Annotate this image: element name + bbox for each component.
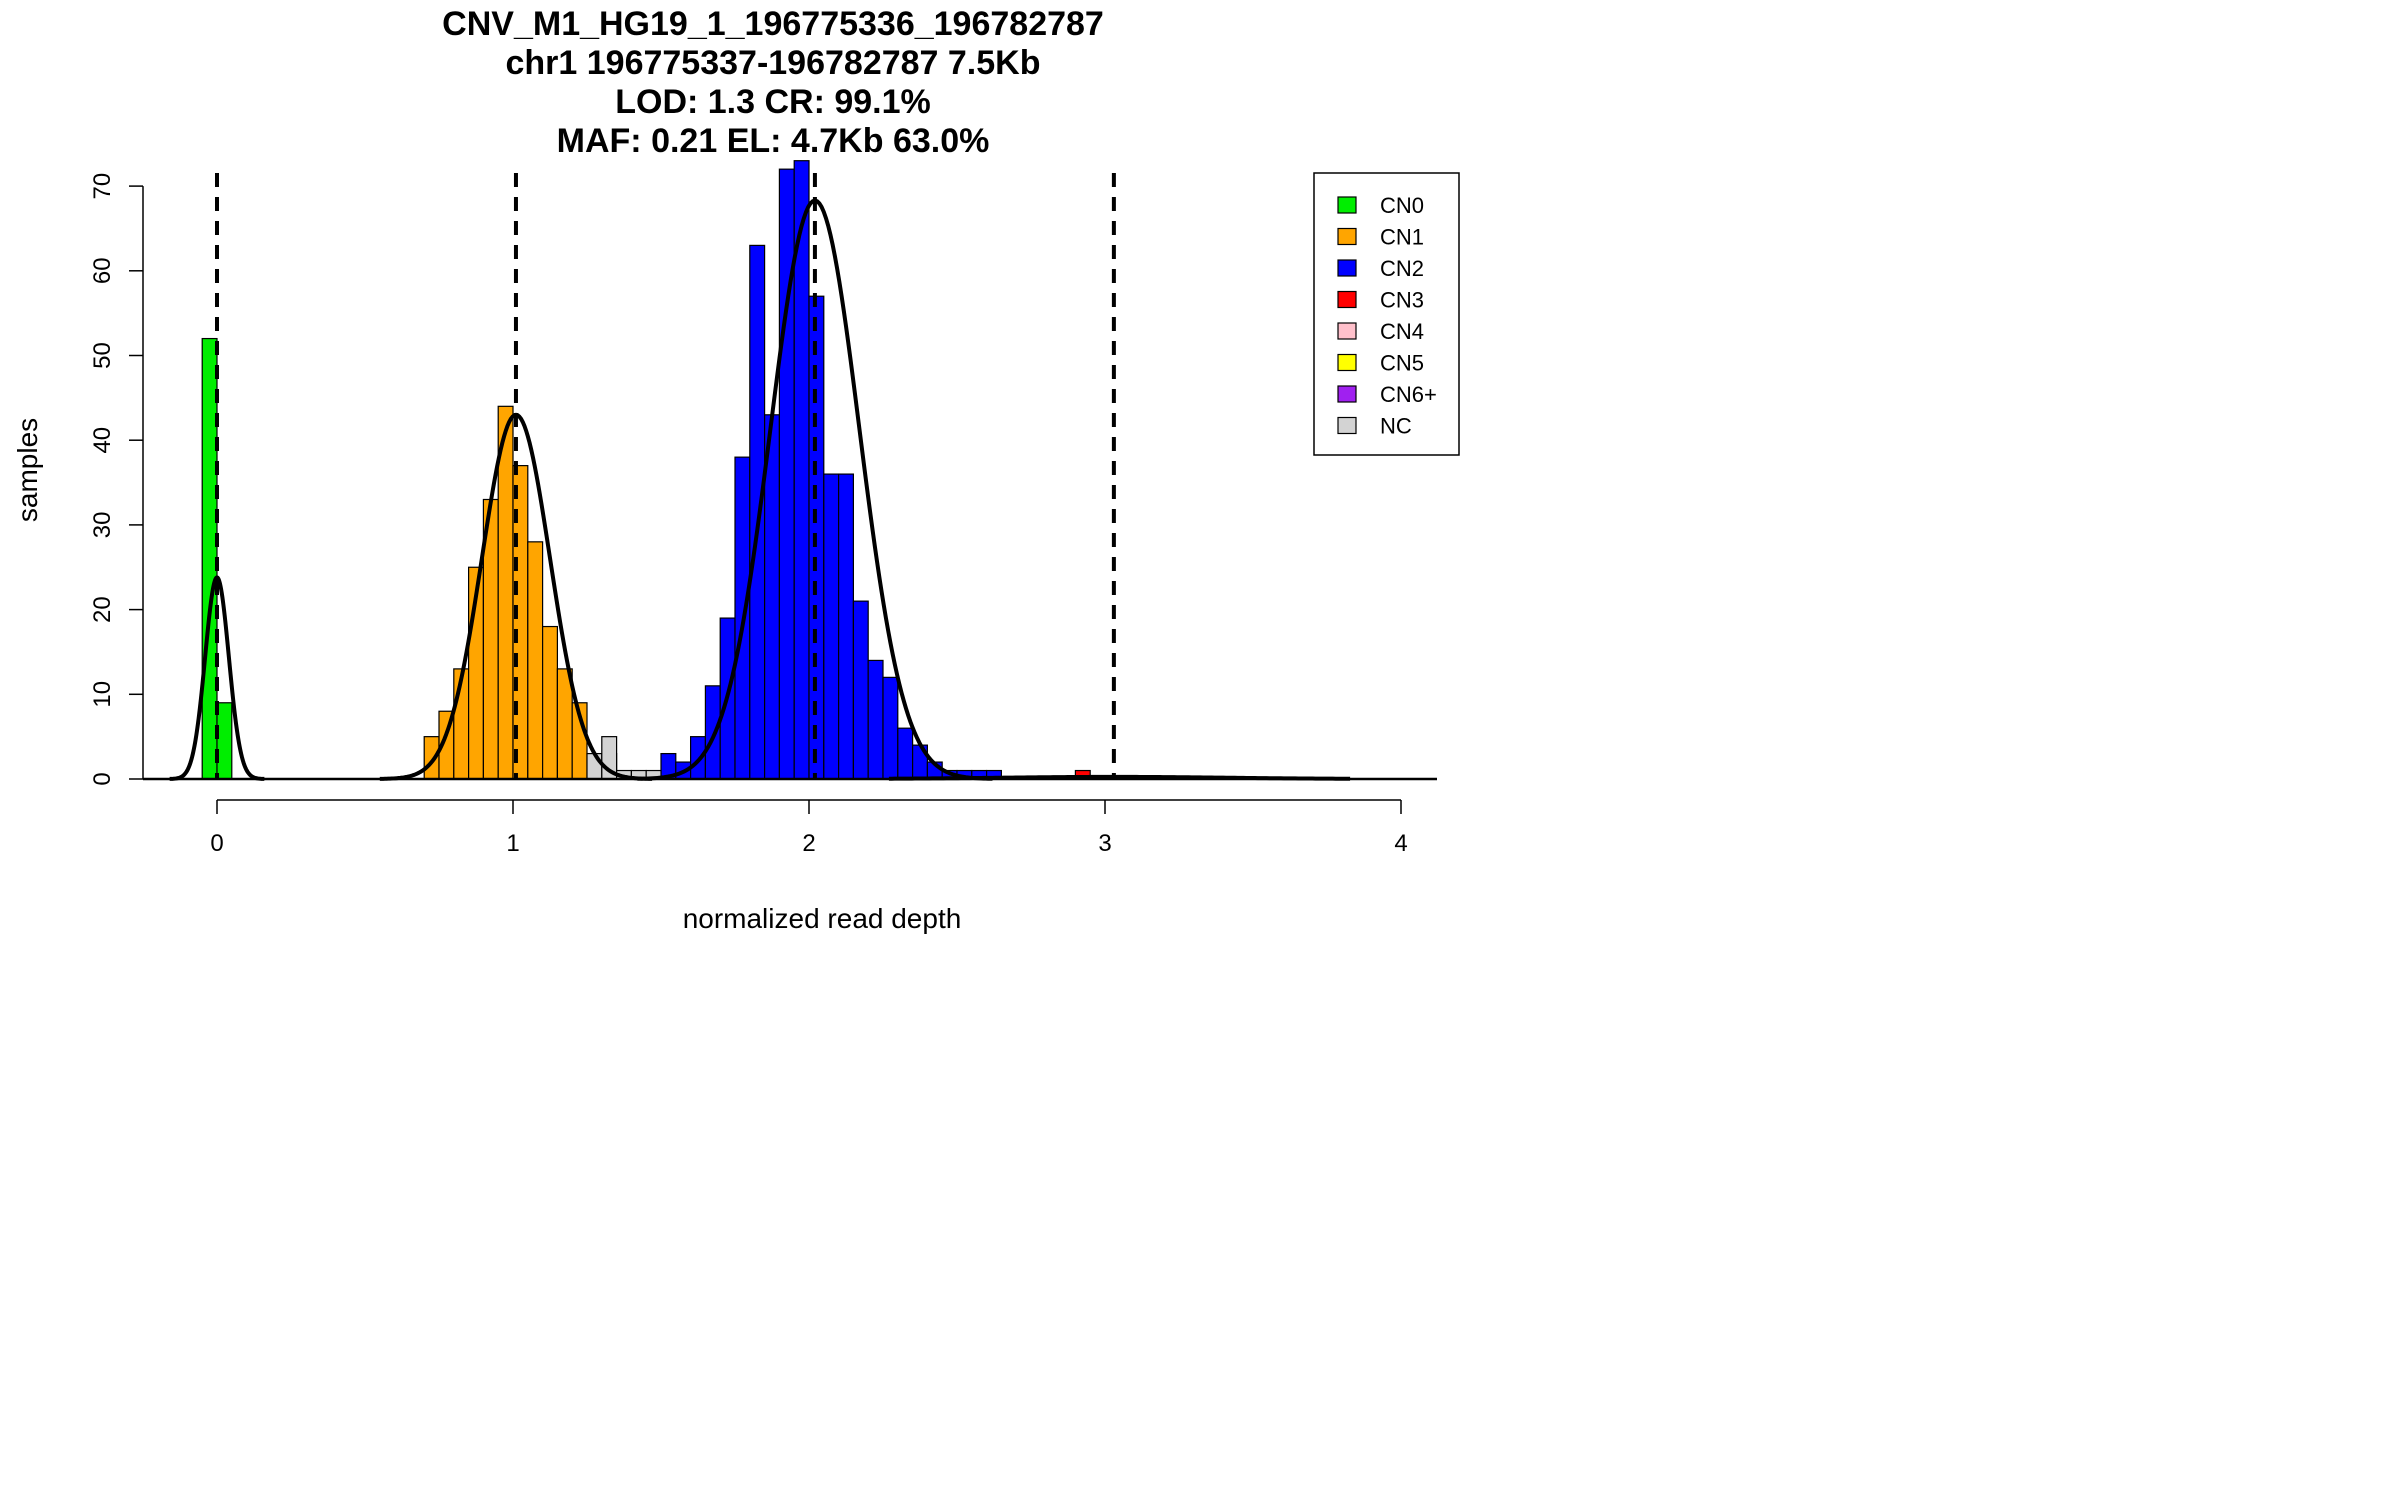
bar-cn1-5 [497,405,514,780]
legend-label-cn6plus: CN6+ [1380,382,1437,407]
title-line-3: LOD: 1.3 CR: 99.1% [615,83,931,121]
bar-cn2-6 [749,244,766,780]
fit-curve-0 [169,575,265,781]
legend-swatch-cn3 [1337,290,1357,309]
title-line-4: MAF: 0.21 EL: 4.7Kb 63.0% [557,122,990,160]
legend-label-cn2: CN2 [1380,256,1424,281]
copy-number-dashed-lines [215,173,1116,779]
legend-label-cn5: CN5 [1380,351,1424,376]
legend-swatch-cn5 [1337,353,1357,372]
y-tick-label-1: 10 [89,681,116,708]
x-tick-label-0: 0 [210,830,223,857]
y-tick-label-6: 60 [89,257,116,284]
legend-swatch-cn6plus [1337,385,1357,403]
legend-swatch-cn2 [1337,259,1357,277]
bar-cn2-8 [778,168,795,780]
y-tick-label-3: 30 [89,512,116,539]
bar-cn0-0 [201,337,218,780]
title-line-1: CNV_M1_HG19_1_196775336_196782787 [442,5,1104,43]
x-tick-label-4: 4 [1394,830,1407,857]
histogram-chart: CNV_M1_HG19_1_196775336_196782787 chr1 1… [12,5,1460,934]
chart-figure: CNV_M1_HG19_1_196775336_196782787 chr1 1… [0,0,1546,966]
bar-cn2-14 [867,659,884,780]
y-tick-label-4: 40 [89,427,116,454]
legend-label-nc: NC [1380,414,1412,439]
bar-cn1-9 [556,668,573,780]
chart-title: CNV_M1_HG19_1_196775336_196782787 chr1 1… [442,5,1104,160]
legend-label-cn3: CN3 [1380,288,1424,313]
bar-cn2-3 [704,685,721,780]
y-tick-label-0: 0 [89,772,116,785]
legend-swatch-cn1 [1337,227,1357,246]
bar-cn2-15 [882,676,899,780]
bar-cn2-12 [837,473,854,780]
bar-nc-0 [586,752,603,780]
title-line-2: chr1 196775337-196782787 7.5Kb [506,44,1041,82]
y-tick-label-5: 50 [89,342,116,369]
legend-swatch-cn0 [1337,196,1357,214]
legend-box [1313,172,1460,456]
x-tick-label-2: 2 [802,830,815,857]
x-tick-label-1: 1 [506,830,519,857]
x-axis-label: normalized read depth [683,903,962,934]
bar-cn1-7 [527,541,544,780]
bar-cn2-13 [852,600,869,780]
bar-cn2-11 [823,473,840,780]
legend-label-cn1: CN1 [1380,225,1424,250]
histogram-bars [201,160,1091,780]
legend-label-cn0: CN0 [1380,193,1424,218]
y-axis-label: samples [12,418,43,522]
legend: CN0 CN1 CN2 CN3 CN4 CN5 CN6+ NC [1313,172,1460,456]
bar-cn1-8 [541,625,558,780]
x-tick-label-3: 3 [1098,830,1111,857]
bar-cn0-1 [216,702,233,780]
bar-cn2-16 [897,727,914,780]
y-tick-label-2: 20 [89,596,116,623]
y-tick-label-7: 70 [89,173,116,200]
legend-label-cn4: CN4 [1380,319,1424,344]
legend-swatch-nc [1337,416,1357,435]
legend-swatch-cn4 [1337,322,1357,340]
